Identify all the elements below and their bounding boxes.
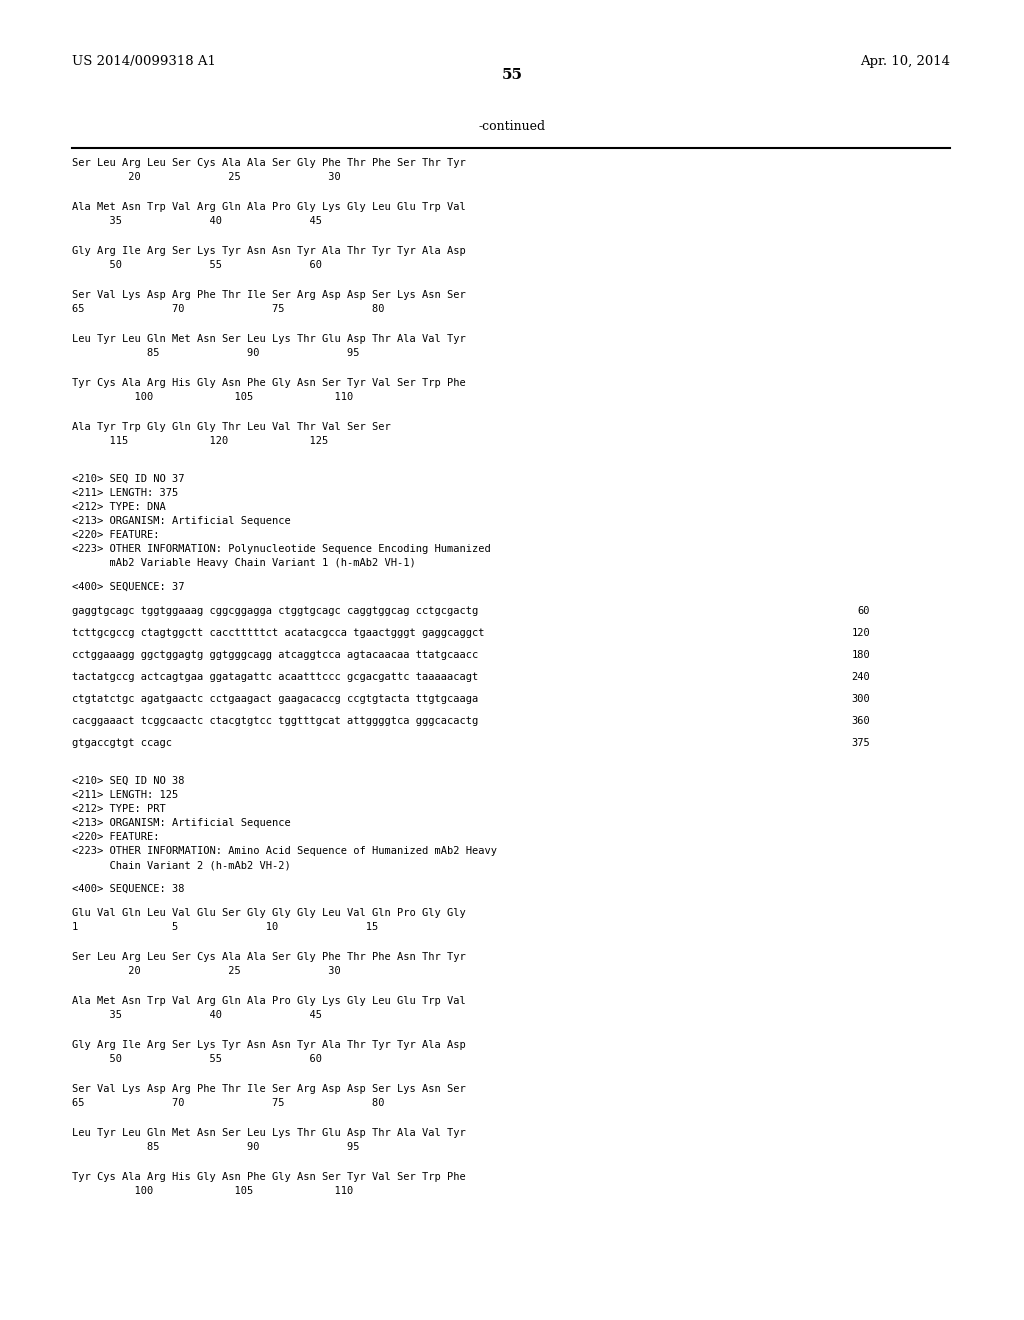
Text: <220> FEATURE:: <220> FEATURE: — [72, 531, 160, 540]
Text: <220> FEATURE:: <220> FEATURE: — [72, 832, 160, 842]
Text: 60: 60 — [857, 606, 870, 616]
Text: Ser Val Lys Asp Arg Phe Thr Ile Ser Arg Asp Asp Ser Lys Asn Ser: Ser Val Lys Asp Arg Phe Thr Ile Ser Arg … — [72, 1084, 466, 1094]
Text: 300: 300 — [851, 694, 870, 704]
Text: Leu Tyr Leu Gln Met Asn Ser Leu Lys Thr Glu Asp Thr Ala Val Tyr: Leu Tyr Leu Gln Met Asn Ser Leu Lys Thr … — [72, 334, 466, 345]
Text: 20              25              30: 20 25 30 — [72, 172, 341, 182]
Text: <223> OTHER INFORMATION: Amino Acid Sequence of Humanized mAb2 Heavy: <223> OTHER INFORMATION: Amino Acid Sequ… — [72, 846, 497, 855]
Text: Gly Arg Ile Arg Ser Lys Tyr Asn Asn Tyr Ala Thr Tyr Tyr Ala Asp: Gly Arg Ile Arg Ser Lys Tyr Asn Asn Tyr … — [72, 246, 466, 256]
Text: <400> SEQUENCE: 38: <400> SEQUENCE: 38 — [72, 884, 184, 894]
Text: Tyr Cys Ala Arg His Gly Asn Phe Gly Asn Ser Tyr Val Ser Trp Phe: Tyr Cys Ala Arg His Gly Asn Phe Gly Asn … — [72, 1172, 466, 1181]
Text: gaggtgcagc tggtggaaag cggcggagga ctggtgcagc caggtggcag cctgcgactg: gaggtgcagc tggtggaaag cggcggagga ctggtgc… — [72, 606, 478, 616]
Text: Ser Leu Arg Leu Ser Cys Ala Ala Ser Gly Phe Thr Phe Asn Thr Tyr: Ser Leu Arg Leu Ser Cys Ala Ala Ser Gly … — [72, 952, 466, 962]
Text: Ala Tyr Trp Gly Gln Gly Thr Leu Val Thr Val Ser Ser: Ala Tyr Trp Gly Gln Gly Thr Leu Val Thr … — [72, 422, 391, 432]
Text: <212> TYPE: DNA: <212> TYPE: DNA — [72, 502, 166, 512]
Text: Ala Met Asn Trp Val Arg Gln Ala Pro Gly Lys Gly Leu Glu Trp Val: Ala Met Asn Trp Val Arg Gln Ala Pro Gly … — [72, 202, 466, 213]
Text: tcttgcgccg ctagtggctt cacctttttct acatacgcca tgaactgggt gaggcaggct: tcttgcgccg ctagtggctt cacctttttct acatac… — [72, 628, 484, 638]
Text: 180: 180 — [851, 649, 870, 660]
Text: 65              70              75              80: 65 70 75 80 — [72, 1098, 384, 1107]
Text: gtgaccgtgt ccagc: gtgaccgtgt ccagc — [72, 738, 172, 748]
Text: Tyr Cys Ala Arg His Gly Asn Phe Gly Asn Ser Tyr Val Ser Trp Phe: Tyr Cys Ala Arg His Gly Asn Phe Gly Asn … — [72, 378, 466, 388]
Text: 85              90              95: 85 90 95 — [72, 1142, 359, 1152]
Text: 240: 240 — [851, 672, 870, 682]
Text: 85              90              95: 85 90 95 — [72, 348, 359, 358]
Text: <210> SEQ ID NO 38: <210> SEQ ID NO 38 — [72, 776, 184, 785]
Text: <212> TYPE: PRT: <212> TYPE: PRT — [72, 804, 166, 814]
Text: US 2014/0099318 A1: US 2014/0099318 A1 — [72, 55, 216, 69]
Text: Glu Val Gln Leu Val Glu Ser Gly Gly Gly Leu Val Gln Pro Gly Gly: Glu Val Gln Leu Val Glu Ser Gly Gly Gly … — [72, 908, 466, 917]
Text: Leu Tyr Leu Gln Met Asn Ser Leu Lys Thr Glu Asp Thr Ala Val Tyr: Leu Tyr Leu Gln Met Asn Ser Leu Lys Thr … — [72, 1129, 466, 1138]
Text: <223> OTHER INFORMATION: Polynucleotide Sequence Encoding Humanized: <223> OTHER INFORMATION: Polynucleotide … — [72, 544, 490, 554]
Text: Ala Met Asn Trp Val Arg Gln Ala Pro Gly Lys Gly Leu Glu Trp Val: Ala Met Asn Trp Val Arg Gln Ala Pro Gly … — [72, 997, 466, 1006]
Text: Chain Variant 2 (h-mAb2 VH-2): Chain Variant 2 (h-mAb2 VH-2) — [72, 861, 291, 870]
Text: 35              40              45: 35 40 45 — [72, 1010, 322, 1020]
Text: 65              70              75              80: 65 70 75 80 — [72, 304, 384, 314]
Text: cacggaaact tcggcaactc ctacgtgtcc tggtttgcat attggggtca gggcacactg: cacggaaact tcggcaactc ctacgtgtcc tggtttg… — [72, 715, 478, 726]
Text: 115             120             125: 115 120 125 — [72, 436, 329, 446]
Text: 20              25              30: 20 25 30 — [72, 966, 341, 975]
Text: -continued: -continued — [478, 120, 546, 133]
Text: Gly Arg Ile Arg Ser Lys Tyr Asn Asn Tyr Ala Thr Tyr Tyr Ala Asp: Gly Arg Ile Arg Ser Lys Tyr Asn Asn Tyr … — [72, 1040, 466, 1049]
Text: cctggaaagg ggctggagtg ggtgggcagg atcaggtcca agtacaacaa ttatgcaacc: cctggaaagg ggctggagtg ggtgggcagg atcaggt… — [72, 649, 478, 660]
Text: <213> ORGANISM: Artificial Sequence: <213> ORGANISM: Artificial Sequence — [72, 516, 291, 525]
Text: 100             105             110: 100 105 110 — [72, 1185, 353, 1196]
Text: mAb2 Variable Heavy Chain Variant 1 (h-mAb2 VH-1): mAb2 Variable Heavy Chain Variant 1 (h-m… — [72, 558, 416, 568]
Text: <210> SEQ ID NO 37: <210> SEQ ID NO 37 — [72, 474, 184, 484]
Text: 375: 375 — [851, 738, 870, 748]
Text: 100             105             110: 100 105 110 — [72, 392, 353, 403]
Text: 360: 360 — [851, 715, 870, 726]
Text: Ser Val Lys Asp Arg Phe Thr Ile Ser Arg Asp Asp Ser Lys Asn Ser: Ser Val Lys Asp Arg Phe Thr Ile Ser Arg … — [72, 290, 466, 300]
Text: <213> ORGANISM: Artificial Sequence: <213> ORGANISM: Artificial Sequence — [72, 818, 291, 828]
Text: Ser Leu Arg Leu Ser Cys Ala Ala Ser Gly Phe Thr Phe Ser Thr Tyr: Ser Leu Arg Leu Ser Cys Ala Ala Ser Gly … — [72, 158, 466, 168]
Text: 1               5              10              15: 1 5 10 15 — [72, 921, 378, 932]
Text: <211> LENGTH: 125: <211> LENGTH: 125 — [72, 789, 178, 800]
Text: <211> LENGTH: 375: <211> LENGTH: 375 — [72, 488, 178, 498]
Text: 50              55              60: 50 55 60 — [72, 1053, 322, 1064]
Text: <400> SEQUENCE: 37: <400> SEQUENCE: 37 — [72, 582, 184, 591]
Text: 55: 55 — [502, 69, 522, 82]
Text: 35              40              45: 35 40 45 — [72, 216, 322, 226]
Text: 120: 120 — [851, 628, 870, 638]
Text: Apr. 10, 2014: Apr. 10, 2014 — [860, 55, 950, 69]
Text: 50              55              60: 50 55 60 — [72, 260, 322, 271]
Text: tactatgccg actcagtgaa ggatagattc acaatttccc gcgacgattc taaaaacagt: tactatgccg actcagtgaa ggatagattc acaattt… — [72, 672, 478, 682]
Text: ctgtatctgc agatgaactc cctgaagact gaagacaccg ccgtgtacta ttgtgcaaga: ctgtatctgc agatgaactc cctgaagact gaagaca… — [72, 694, 478, 704]
